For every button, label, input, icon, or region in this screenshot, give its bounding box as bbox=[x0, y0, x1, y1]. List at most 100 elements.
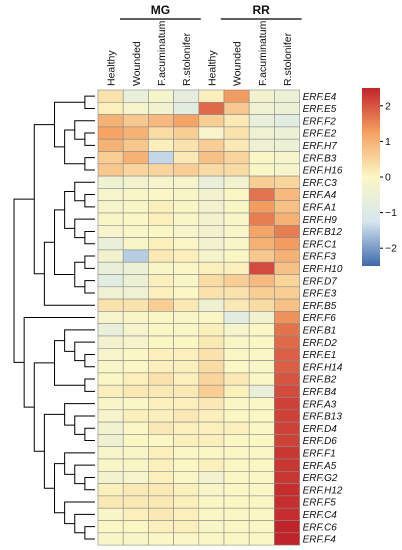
row-label: ERF.C6 bbox=[303, 522, 338, 533]
heatmap-cell bbox=[223, 163, 250, 177]
row-label: ERF.D7 bbox=[303, 276, 338, 287]
heatmap-cell bbox=[97, 311, 124, 324]
heatmap-cell bbox=[198, 151, 225, 165]
heatmap-cell bbox=[148, 446, 174, 460]
dendrogram-branch bbox=[64, 190, 75, 229]
heatmap-cell bbox=[173, 347, 200, 361]
heatmap-cell bbox=[198, 102, 225, 115]
heatmap-cell bbox=[97, 102, 124, 115]
heatmap-cell bbox=[198, 212, 225, 226]
heatmap-cell bbox=[122, 261, 149, 275]
heatmap-cell bbox=[122, 372, 149, 386]
heatmap-cell bbox=[148, 249, 174, 263]
heatmap-cell bbox=[173, 175, 200, 189]
heatmap-cell bbox=[97, 495, 124, 509]
heatmap-cell bbox=[198, 274, 225, 288]
heatmap-cell bbox=[274, 175, 300, 189]
color-legend: 2 1 0 −1 −2 bbox=[362, 88, 397, 266]
heatmap-cell bbox=[97, 409, 124, 423]
row-label: ERF.H16 bbox=[303, 166, 343, 177]
dendrogram-branch bbox=[84, 378, 95, 392]
heatmap-cell bbox=[148, 347, 174, 361]
row-label: ERF.B3 bbox=[303, 153, 337, 164]
column-label: Healthy bbox=[206, 50, 218, 86]
row-label: ERF.B2 bbox=[303, 375, 337, 386]
heatmap-cell bbox=[97, 323, 124, 337]
heatmap-cell bbox=[122, 225, 149, 238]
heatmap-cell bbox=[122, 470, 149, 484]
heatmap-cell bbox=[223, 507, 250, 521]
heatmap-cell bbox=[148, 175, 174, 189]
heatmap-cell bbox=[248, 200, 275, 214]
row-label: ERF.B4 bbox=[303, 387, 337, 398]
dendrogram-branch bbox=[64, 403, 95, 426]
heatmap-cell bbox=[97, 520, 124, 534]
heatmap-cell bbox=[122, 175, 149, 189]
group-label: MG bbox=[151, 3, 170, 17]
heatmap-cell bbox=[97, 200, 124, 214]
heatmap-cell bbox=[97, 225, 124, 238]
heatmap-cell bbox=[223, 483, 250, 497]
heatmap-cell bbox=[122, 520, 149, 534]
heatmap-cell bbox=[274, 89, 300, 103]
heatmap-cell bbox=[223, 495, 250, 509]
heatmap-cell bbox=[97, 397, 124, 411]
heatmap-cell bbox=[198, 434, 225, 447]
heatmap-cell bbox=[248, 520, 275, 534]
heatmap-cell bbox=[148, 532, 174, 546]
heatmap-cell bbox=[248, 347, 275, 361]
heatmap-cell bbox=[274, 138, 300, 152]
dendrogram-branch bbox=[13, 198, 35, 363]
dendrogram-branch bbox=[54, 340, 85, 386]
heatmap-cell bbox=[148, 483, 174, 497]
heatmap-cell bbox=[198, 323, 225, 337]
heatmap-cell bbox=[122, 311, 149, 324]
heatmap-cell bbox=[248, 532, 275, 546]
heatmap-cell bbox=[97, 470, 124, 484]
heatmap-cell bbox=[122, 397, 149, 411]
heatmap-cell bbox=[122, 532, 149, 546]
heatmap-cell bbox=[198, 446, 225, 460]
heatmap-cell bbox=[148, 225, 174, 238]
dendrogram-branch bbox=[43, 241, 95, 306]
heatmap-cell bbox=[248, 495, 275, 509]
row-label: ERF.D6 bbox=[303, 436, 338, 447]
heatmap-cell bbox=[223, 126, 250, 140]
heatmap-cell bbox=[122, 347, 149, 361]
heatmap-cell bbox=[223, 470, 250, 484]
heatmap-cell bbox=[274, 126, 300, 140]
row-label: ERF.B13 bbox=[303, 412, 343, 423]
row-label: ERF.G2 bbox=[303, 473, 338, 484]
heatmap-cell bbox=[198, 163, 225, 177]
heatmap-cell bbox=[248, 446, 275, 460]
heatmap-cell bbox=[173, 335, 200, 349]
heatmap-cell bbox=[122, 434, 149, 447]
heatmap-cell bbox=[223, 175, 250, 189]
heatmap-cell bbox=[274, 507, 300, 521]
heatmap-cell bbox=[148, 102, 174, 115]
heatmap-cell bbox=[97, 360, 124, 374]
row-label: ERF.B5 bbox=[303, 301, 337, 312]
heatmap-cell bbox=[223, 298, 250, 312]
heatmap-cell bbox=[223, 520, 250, 534]
heatmap-cell bbox=[148, 470, 174, 484]
heatmap-cell bbox=[274, 151, 300, 165]
row-label: ERF.E2 bbox=[303, 129, 337, 140]
heatmap-cell bbox=[97, 89, 124, 103]
heatmap-cell bbox=[223, 458, 250, 472]
heatmap-cell bbox=[122, 274, 149, 288]
column-label: F.acuminatum bbox=[257, 20, 269, 86]
row-label: ERF.H10 bbox=[303, 264, 343, 275]
heatmap-cell bbox=[173, 286, 200, 300]
heatmap-cell bbox=[148, 298, 174, 312]
heatmap-cell bbox=[248, 458, 275, 472]
heatmap-cell bbox=[248, 163, 275, 177]
heatmap-cell bbox=[198, 458, 225, 472]
heatmap-cell bbox=[223, 397, 250, 411]
heatmap-cell bbox=[274, 470, 300, 484]
heatmap-cell bbox=[248, 102, 275, 115]
row-dendrogram bbox=[13, 95, 95, 540]
heatmap-cell bbox=[97, 237, 124, 251]
heatmap-cell bbox=[274, 520, 300, 534]
heatmap-cell bbox=[198, 225, 225, 238]
